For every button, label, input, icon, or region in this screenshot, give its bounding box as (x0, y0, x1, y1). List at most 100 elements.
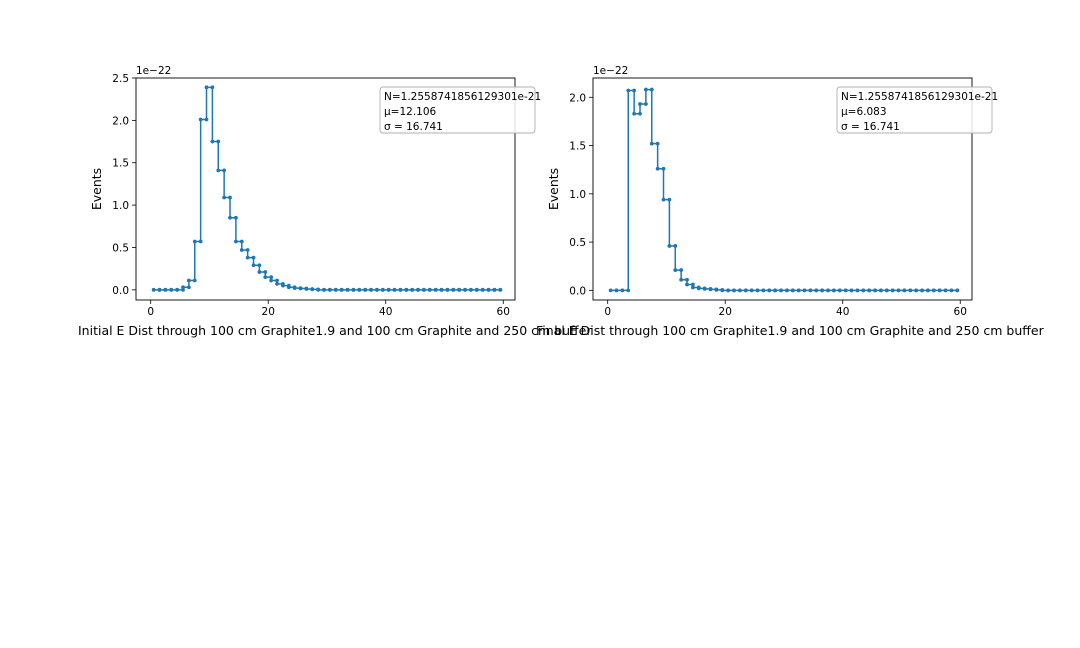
data-point (873, 288, 877, 293)
data-point (861, 288, 866, 293)
legend-entry: μ=6.083 (841, 106, 887, 118)
data-point (837, 288, 842, 293)
data-point (843, 288, 848, 293)
data-point (222, 195, 227, 200)
y-axis-label: Events (89, 168, 104, 210)
y-tick-label: 0.0 (569, 285, 586, 297)
data-point (269, 278, 274, 283)
x-tick-label: 0 (604, 306, 611, 318)
data-point (239, 239, 244, 244)
data-point (328, 287, 332, 292)
data-point (269, 275, 274, 280)
legend-entry: σ = 16.741 (841, 121, 900, 133)
data-point (943, 288, 948, 293)
data-point (298, 286, 303, 291)
data-point (181, 287, 185, 292)
data-point (726, 288, 731, 293)
legend-entry: σ = 16.741 (384, 121, 443, 133)
data-point (280, 282, 285, 286)
data-point (198, 239, 203, 244)
data-point (192, 278, 197, 283)
data-point (773, 288, 778, 293)
data-point (914, 288, 919, 293)
x-tick-label: 60 (954, 306, 967, 318)
data-point (626, 288, 631, 293)
y-offset-text: 1e−22 (136, 65, 171, 77)
data-point (422, 287, 426, 292)
data-point (492, 287, 497, 292)
data-point (233, 239, 238, 244)
y-axis-label: Events (546, 168, 561, 210)
x-tick-label: 40 (836, 306, 849, 318)
data-point (157, 287, 162, 292)
data-point (955, 288, 960, 293)
data-point (292, 285, 297, 290)
data-point (275, 282, 279, 286)
data-point (814, 288, 819, 293)
data-point (661, 166, 666, 171)
y-offset-text: 1e−22 (593, 65, 628, 77)
data-point (416, 287, 420, 292)
data-point (228, 195, 232, 200)
data-point (732, 288, 736, 293)
data-point (480, 287, 485, 292)
data-point (339, 287, 344, 292)
data-point (169, 287, 174, 292)
data-point (222, 168, 227, 173)
legend: N=1.2558741856129301e-21 μ=6.083 σ = 16.74… (836, 86, 998, 134)
data-point (210, 85, 215, 90)
data-point (474, 287, 479, 292)
y-tick-label: 0.5 (112, 242, 129, 254)
data-point (655, 166, 660, 171)
data-point (690, 282, 695, 287)
data-point (286, 283, 291, 288)
legend-box (836, 86, 993, 134)
y-tick-label: 1.0 (112, 200, 129, 212)
data-point (832, 288, 836, 293)
legend-box (379, 86, 536, 134)
data-point (216, 168, 221, 173)
data-point (926, 288, 930, 293)
data-point (614, 288, 619, 293)
data-point (779, 288, 783, 293)
data-point (369, 287, 373, 292)
data-point (275, 278, 279, 283)
data-point (890, 288, 895, 293)
data-point (655, 141, 660, 146)
data-point (896, 288, 901, 293)
data-point (498, 287, 503, 292)
data-point (445, 287, 450, 292)
data-point (245, 248, 250, 252)
data-point (796, 288, 801, 293)
data-point (198, 117, 203, 122)
data-point (204, 117, 209, 122)
data-point (696, 285, 701, 290)
data-point (210, 139, 215, 144)
data-point (632, 88, 637, 93)
legend-entry: μ=12.106 (384, 106, 437, 118)
data-point (257, 270, 262, 274)
data-point (749, 288, 754, 293)
data-point (192, 239, 197, 244)
x-axis-label: Initial E Dist through 100 cm Graphite1.… (78, 323, 592, 338)
data-point (638, 111, 642, 116)
data-point (333, 287, 338, 292)
y-tick-label: 2.0 (112, 115, 129, 127)
data-point (638, 102, 642, 106)
data-point (263, 270, 268, 274)
data-point (702, 286, 707, 291)
chart-panel-1: 0 20 40 60 0.0 0.5 1.0 1.5 2.0 2.5 1e−22 Events Init… (78, 65, 592, 338)
data-point (251, 263, 256, 268)
data-point (714, 287, 719, 292)
legend-entry: N=1.2558741856129301e-21 (841, 91, 998, 103)
data-point (826, 288, 830, 293)
data-point (239, 248, 244, 252)
data-point (661, 197, 666, 202)
data-point (620, 288, 625, 293)
y-tick-label: 0.0 (112, 285, 129, 297)
data-point (363, 287, 368, 292)
data-point (649, 141, 654, 146)
data-point (486, 287, 491, 292)
data-point (186, 278, 191, 283)
